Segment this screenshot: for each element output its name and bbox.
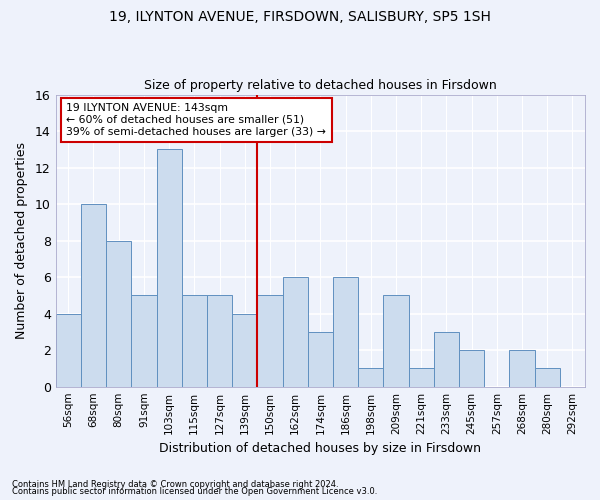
Bar [283,277,308,386]
Bar [157,150,182,386]
Bar [56,314,81,386]
Bar [509,350,535,387]
Bar [333,277,358,386]
Bar [409,368,434,386]
Bar [232,314,257,386]
Bar [81,204,106,386]
Bar [308,332,333,386]
Text: 19, ILYNTON AVENUE, FIRSDOWN, SALISBURY, SP5 1SH: 19, ILYNTON AVENUE, FIRSDOWN, SALISBURY,… [109,10,491,24]
Bar [535,368,560,386]
Bar [257,296,283,386]
Bar [383,296,409,386]
Text: 19 ILYNTON AVENUE: 143sqm
← 60% of detached houses are smaller (51)
39% of semi-: 19 ILYNTON AVENUE: 143sqm ← 60% of detac… [66,104,326,136]
Bar [459,350,484,387]
Bar [182,296,207,386]
Bar [131,296,157,386]
X-axis label: Distribution of detached houses by size in Firsdown: Distribution of detached houses by size … [160,442,481,455]
Text: Contains HM Land Registry data © Crown copyright and database right 2024.: Contains HM Land Registry data © Crown c… [12,480,338,489]
Bar [358,368,383,386]
Y-axis label: Number of detached properties: Number of detached properties [15,142,28,339]
Bar [106,240,131,386]
Bar [207,296,232,386]
Bar [434,332,459,386]
Title: Size of property relative to detached houses in Firsdown: Size of property relative to detached ho… [144,79,497,92]
Text: Contains public sector information licensed under the Open Government Licence v3: Contains public sector information licen… [12,488,377,496]
